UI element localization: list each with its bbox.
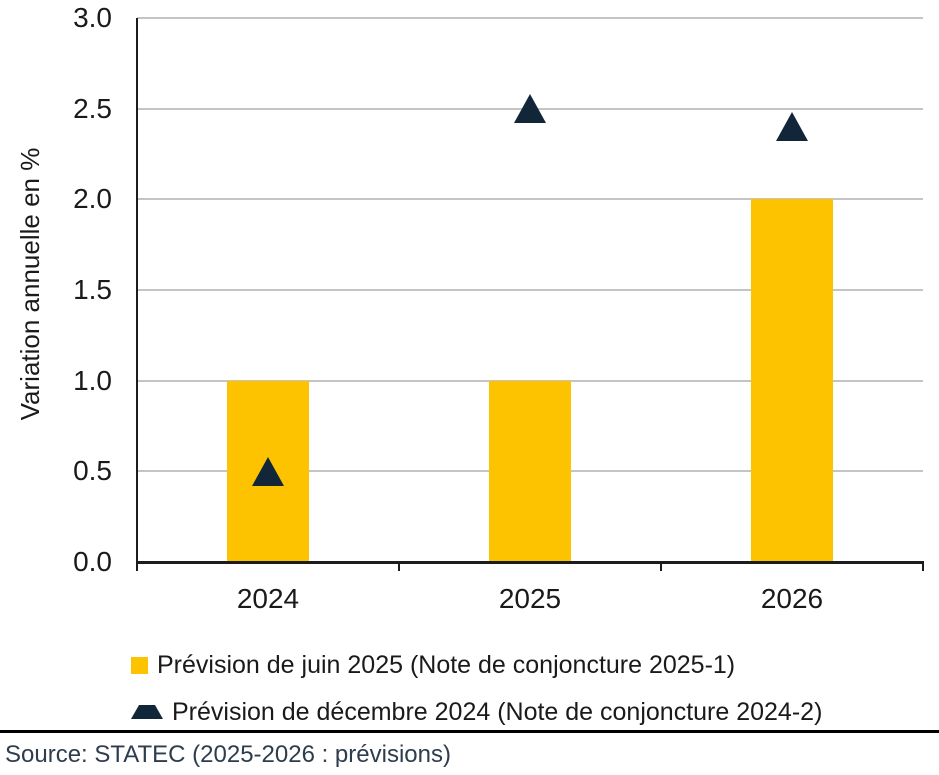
gridline — [137, 289, 923, 291]
triangle-series-swatch-icon — [131, 705, 163, 719]
legend-label: Prévision de décembre 2024 (Note de conj… — [172, 698, 823, 726]
legend-label: Prévision de juin 2025 (Note de conjonct… — [157, 651, 736, 679]
y-tick-label: 2.0 — [73, 183, 112, 215]
y-tick-label: 1.5 — [73, 274, 112, 305]
bar-2026 — [751, 199, 833, 562]
y-tick-label: 3.0 — [73, 2, 112, 33]
gridline — [137, 17, 923, 19]
legend: Prévision de juin 2025 (Note de conjonct… — [131, 648, 822, 729]
y-tick-label: 1.0 — [73, 364, 112, 396]
bar-2025 — [489, 380, 571, 562]
triangle-marker-2024 — [252, 456, 284, 486]
x-tick-label-2024: 2024 — [236, 583, 300, 614]
triangle-marker-2026 — [776, 112, 808, 142]
source-note: Source: STATEC (2025-2026 : prévisions) — [5, 741, 451, 768]
x-axis-line — [136, 561, 924, 564]
bar-series-swatch-icon — [131, 656, 148, 674]
gridline — [137, 198, 923, 201]
y-axis-line — [136, 18, 138, 571]
y-tick-label: 0.0 — [73, 546, 112, 577]
y-tick-label: 2.5 — [73, 92, 112, 124]
x-axis-tick — [136, 563, 138, 571]
x-tick-label-2025: 2025 — [498, 583, 562, 614]
x-tick-label-2026: 2026 — [760, 583, 824, 614]
x-axis-tick — [922, 563, 924, 571]
legend-item-june-2025-forecast: Prévision de juin 2025 (Note de conjonct… — [131, 648, 822, 682]
legend-item-december-2024-forecast: Prévision de décembre 2024 (Note de conj… — [131, 695, 822, 729]
x-axis-tick — [660, 563, 662, 571]
y-tick-label: 0.5 — [73, 455, 112, 487]
separator-line — [0, 730, 939, 733]
triangle-marker-2025 — [514, 94, 546, 124]
x-axis-tick — [398, 563, 400, 571]
